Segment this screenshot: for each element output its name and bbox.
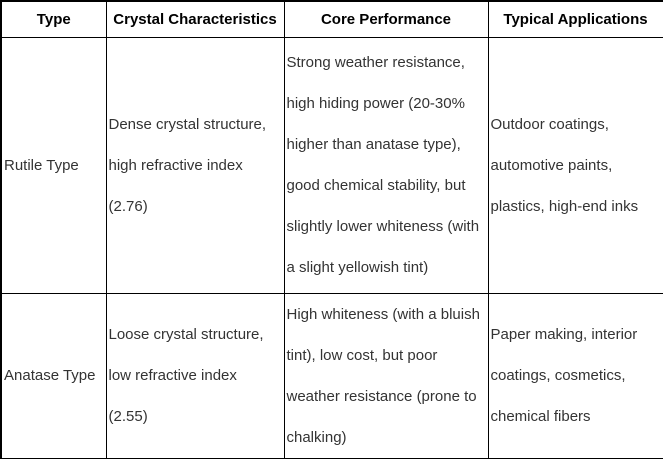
cell-rutile-type: Rutile Type	[0, 36, 107, 294]
cell-anatase-performance: High whiteness (with a bluish tint), low…	[283, 292, 489, 459]
cell-anatase-crystal: Loose crystal structure, low refractive …	[105, 292, 285, 459]
cell-rutile-crystal: Dense crystal structure, high refractive…	[105, 36, 285, 294]
cell-rutile-performance: Strong weather resistance, high hiding p…	[283, 36, 489, 294]
table-row-rutile: Rutile Type Dense crystal structure, hig…	[0, 36, 663, 294]
header-cell-crystal-characteristics: Crystal Characteristics	[105, 0, 285, 38]
cell-rutile-applications: Outdoor coatings, automotive paints, pla…	[487, 36, 663, 294]
header-cell-type: Type	[0, 0, 107, 38]
cell-anatase-type: Anatase Type	[0, 292, 107, 459]
cell-anatase-applications: Paper making, interior coatings, cosmeti…	[487, 292, 663, 459]
header-row: Type Crystal Characteristics Core Perfor…	[0, 0, 663, 38]
header-cell-core-performance: Core Performance	[283, 0, 489, 38]
header-cell-typical-applications: Typical Applications	[487, 0, 663, 38]
table-row-anatase: Anatase Type Loose crystal structure, lo…	[0, 292, 663, 459]
